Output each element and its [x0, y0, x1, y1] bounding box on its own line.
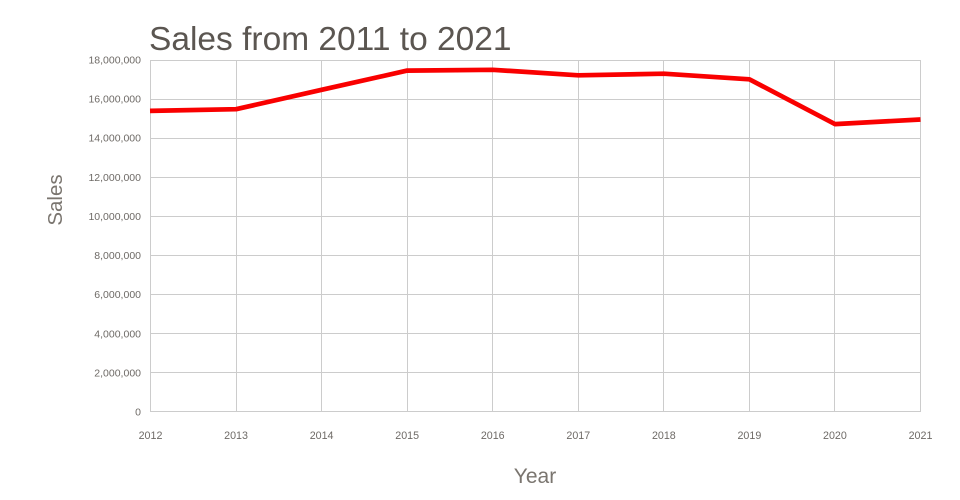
svg-text:6,000,000: 6,000,000 [94, 289, 141, 301]
svg-text:2019: 2019 [737, 430, 761, 442]
svg-text:2017: 2017 [566, 430, 590, 442]
svg-text:2021: 2021 [909, 430, 933, 442]
svg-text:0: 0 [135, 407, 141, 419]
svg-text:2,000,000: 2,000,000 [94, 367, 141, 379]
svg-text:Year: Year [514, 465, 556, 488]
svg-text:2015: 2015 [395, 430, 419, 442]
svg-text:8,000,000: 8,000,000 [94, 250, 141, 262]
svg-text:Sales from 2011 to 2021: Sales from 2011 to 2021 [149, 21, 512, 58]
svg-text:2020: 2020 [823, 430, 847, 442]
svg-text:2016: 2016 [481, 430, 505, 442]
svg-text:4,000,000: 4,000,000 [94, 328, 141, 340]
svg-text:14,000,000: 14,000,000 [88, 133, 141, 145]
svg-text:2014: 2014 [310, 430, 334, 442]
svg-text:12,000,000: 12,000,000 [88, 172, 141, 184]
svg-text:Sales: Sales [44, 174, 67, 225]
svg-text:10,000,000: 10,000,000 [88, 211, 141, 223]
svg-text:2012: 2012 [139, 430, 163, 442]
svg-text:2018: 2018 [652, 430, 676, 442]
svg-text:18,000,000: 18,000,000 [88, 55, 141, 67]
svg-text:16,000,000: 16,000,000 [88, 94, 141, 106]
svg-text:2013: 2013 [224, 430, 248, 442]
